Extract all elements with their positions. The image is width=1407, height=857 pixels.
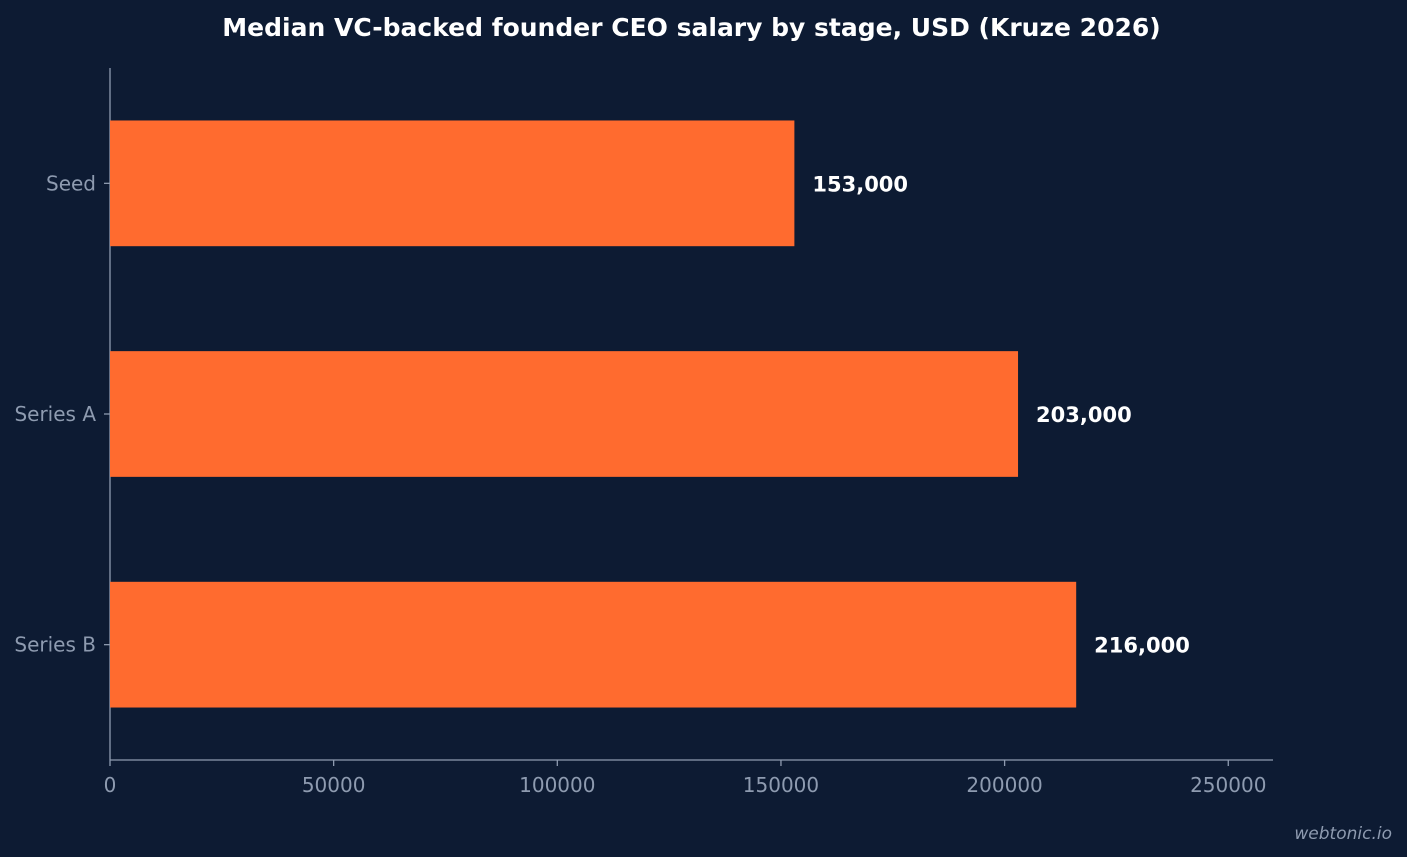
data-label: 203,000	[1036, 403, 1132, 427]
x-tick-label: 50000	[302, 773, 366, 797]
chart-title: Median VC-backed founder CEO salary by s…	[222, 13, 1161, 42]
category-label: Series B	[14, 633, 96, 657]
bar-series-b	[110, 581, 1077, 708]
watermark: webtonic.io	[1294, 824, 1392, 844]
bar-series-a	[110, 351, 1019, 477]
bar-seed	[110, 120, 795, 247]
data-label: 153,000	[812, 172, 908, 196]
data-label: 216,000	[1094, 634, 1190, 658]
category-label: Seed	[46, 171, 96, 195]
category-label: Series A	[14, 402, 96, 426]
x-tick-label: 250000	[1190, 773, 1266, 797]
x-tick-label: 100000	[519, 773, 595, 797]
x-tick-label: 0	[104, 773, 117, 797]
x-tick-label: 150000	[743, 773, 819, 797]
x-tick-label: 200000	[966, 773, 1042, 797]
